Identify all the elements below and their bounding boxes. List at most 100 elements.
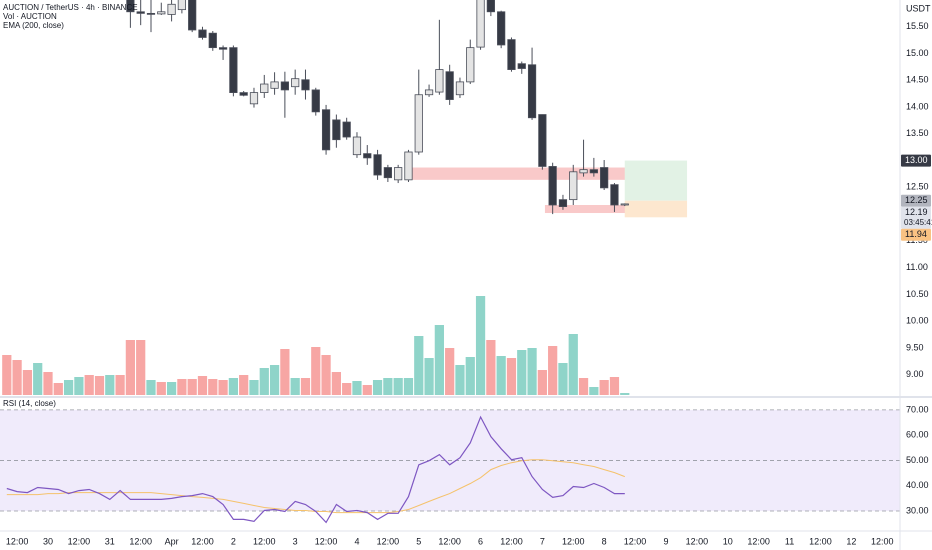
candle-body [414, 94, 423, 153]
countdown: 03:45:41 [904, 218, 932, 227]
volume-bar [342, 383, 352, 395]
volume-bar [84, 375, 94, 395]
y-tick-label: 14.00 [906, 101, 929, 111]
volume-bar [362, 385, 372, 395]
price-label-box [901, 154, 931, 167]
y-tick-label: 10.00 [906, 316, 929, 326]
volume-bar [496, 356, 506, 395]
candle-body [486, 0, 495, 13]
volume-bar [74, 377, 84, 395]
candle-body [363, 153, 372, 159]
candle-body [424, 89, 434, 96]
volume-bar [12, 360, 22, 395]
candle-body [126, 0, 135, 13]
volume-bar [486, 340, 496, 395]
volume-bar [280, 349, 290, 395]
rsi-legend: RSI (14, close) [3, 399, 56, 408]
volume-bar [445, 348, 455, 395]
volume-bar [599, 380, 609, 395]
legend: AUCTION / TetherUS · 4h · BINANCE Vol · … [3, 3, 138, 408]
y-axis-label: USDT [906, 3, 931, 13]
volume-bar [63, 380, 74, 395]
x-tick-label: 5 [416, 536, 421, 546]
x-tick-label: 12:00 [562, 536, 585, 546]
volume-bar [589, 387, 599, 395]
x-tick-label: 30 [43, 536, 53, 546]
volume-bar [537, 370, 547, 395]
rsi-tick-label: 70.00 [906, 404, 929, 414]
x-tick-label: 12:00 [377, 536, 400, 546]
candle-body [569, 171, 578, 201]
volume-bar [22, 370, 33, 395]
volume-bar [94, 376, 105, 395]
volume-bar [517, 350, 527, 395]
volume-bar [372, 380, 383, 395]
x-tick-label: 12:00 [253, 536, 276, 546]
volume-bar [558, 363, 568, 395]
x-tick-label: 11 [785, 536, 794, 546]
x-tick-label: 12:00 [438, 536, 461, 546]
candle-body [497, 11, 506, 46]
x-tick-label: 12:00 [747, 536, 770, 546]
volume-bar [115, 375, 125, 395]
candle-body [146, 12, 156, 15]
volume-bar [465, 357, 475, 395]
x-tick-label: 12:00 [500, 536, 523, 546]
volume-bar [300, 378, 311, 395]
candle-body [527, 64, 537, 119]
y-tick-label: 9.50 [906, 342, 924, 352]
rsi-tick-label: 50.00 [906, 455, 929, 465]
rsi-pane [0, 409, 900, 524]
candle-body [157, 11, 166, 15]
candle-body [311, 89, 320, 113]
volume-bar [249, 380, 259, 395]
x-tick-label: 12:00 [6, 536, 29, 546]
candle-body [229, 47, 238, 93]
volume-bar [414, 336, 424, 395]
volume-bar [321, 355, 331, 395]
volume-bar [125, 340, 136, 395]
x-tick-label: 31 [105, 536, 115, 546]
x-tick-label: Apr [165, 536, 179, 546]
volume-bar [146, 380, 156, 395]
volume-bar [548, 346, 558, 395]
y-tick-label: 13.50 [906, 128, 929, 138]
candle-body [558, 199, 568, 207]
x-tick-label: 9 [663, 536, 668, 546]
candle-body [394, 167, 403, 181]
volume-bar [527, 348, 537, 395]
symbol-title: AUCTION / TetherUS · 4h · BINANCE [3, 3, 138, 12]
volume-bar [177, 379, 187, 395]
y-tick-label: 15.00 [906, 48, 929, 58]
zone [624, 200, 688, 218]
candle-body [435, 69, 444, 93]
candle-body [301, 79, 310, 91]
candle-body [198, 29, 207, 38]
volume-bar [197, 376, 208, 395]
volume-bar [383, 378, 393, 395]
candle-body [188, 0, 197, 31]
volume-bar [620, 393, 630, 395]
y-tick-label: 10.50 [906, 289, 929, 299]
volume-bar [259, 368, 269, 395]
rsi-tick-label: 30.00 [906, 505, 929, 515]
x-tick-label: 8 [602, 536, 607, 546]
y-tick-label: 11.00 [906, 262, 928, 272]
x-tick-label: 6 [478, 536, 483, 546]
candle-body [538, 114, 547, 167]
candle-body [517, 63, 526, 69]
rsi-line [6, 415, 625, 524]
volume-bar [105, 375, 115, 395]
volume-bar [455, 365, 465, 395]
rsi-tick-label: 60.00 [906, 430, 929, 440]
volume-bar [269, 365, 280, 395]
volume-bar [331, 372, 341, 395]
volume-bar [136, 340, 146, 395]
volume-bar [434, 325, 444, 395]
x-tick-label: 12:00 [68, 536, 91, 546]
volume-bar [290, 378, 300, 395]
candle-body [167, 3, 176, 15]
x-tick-label: 12:00 [686, 536, 709, 546]
y-tick-label: 14.50 [906, 75, 929, 85]
